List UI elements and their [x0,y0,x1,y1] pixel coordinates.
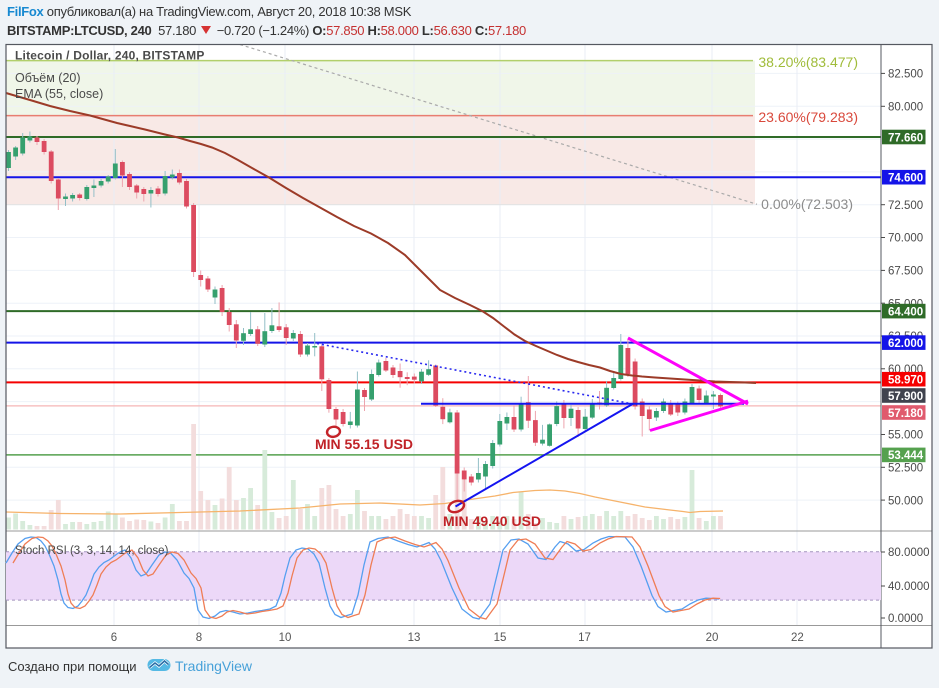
svg-text:6: 6 [111,632,117,644]
svg-text:52.500: 52.500 [888,463,923,475]
svg-text:15: 15 [494,632,507,644]
svg-text:64.400: 64.400 [888,306,923,318]
svg-text:13: 13 [408,632,421,644]
svg-text:0.0000: 0.0000 [888,613,923,625]
svg-text:Объём (20): Объём (20) [15,71,81,85]
svg-text:50.000: 50.000 [888,495,923,507]
svg-text:40.0000: 40.0000 [888,581,930,593]
svg-text:53.444: 53.444 [888,450,924,462]
svg-text:58.970: 58.970 [888,375,923,387]
svg-text:67.500: 67.500 [888,266,923,278]
svg-text:72.500: 72.500 [888,200,923,212]
svg-text:77.660: 77.660 [888,132,923,144]
svg-text:57.900: 57.900 [888,391,923,403]
svg-text:17: 17 [578,632,591,644]
svg-text:70.000: 70.000 [888,233,923,245]
svg-text:57.180: 57.180 [888,408,923,420]
svg-text:MIN 49.40 USD: MIN 49.40 USD [443,513,541,529]
svg-text:10: 10 [279,632,292,644]
svg-text:80.000: 80.000 [888,102,923,114]
svg-text:23.60%(79.283): 23.60%(79.283) [758,109,858,125]
svg-text:Stoch RSI (3, 3, 14, 14, close: Stoch RSI (3, 3, 14, 14, close) [15,545,169,557]
svg-text:38.20%(83.477): 38.20%(83.477) [758,54,858,70]
svg-text:74.600: 74.600 [888,173,923,185]
svg-text:20: 20 [706,632,719,644]
svg-text:MIN 55.15 USD: MIN 55.15 USD [315,436,413,452]
svg-text:55.000: 55.000 [888,430,923,442]
svg-text:EMA (55, close): EMA (55, close) [15,87,103,101]
svg-text:0.00%(72.503): 0.00%(72.503) [761,196,853,212]
svg-text:82.500: 82.500 [888,69,923,81]
svg-text:80.0000: 80.0000 [888,547,930,559]
svg-text:Litecoin / Dollar, 240, BITSTA: Litecoin / Dollar, 240, BITSTAMP [15,49,205,63]
svg-text:8: 8 [196,632,202,644]
svg-text:62.000: 62.000 [888,338,923,350]
svg-text:22: 22 [791,632,804,644]
